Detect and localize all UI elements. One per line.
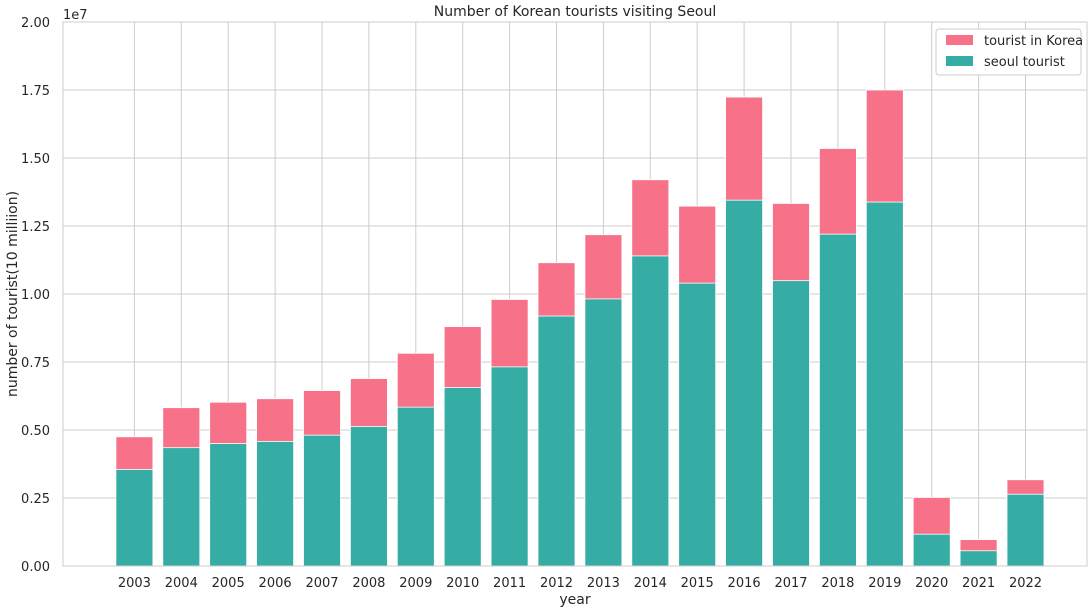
x-tick-label: 2013 xyxy=(587,576,620,591)
bar-seoul-tourist-2020 xyxy=(912,533,951,567)
bar-seoul-tourist-2013 xyxy=(584,298,623,567)
x-tick-label: 2008 xyxy=(352,576,385,591)
bars xyxy=(115,89,1045,567)
bar-seoul-tourist-2022 xyxy=(1006,493,1045,567)
x-tick-label: 2020 xyxy=(915,576,948,591)
bar-seoul-tourist-2011 xyxy=(490,366,529,567)
legend-swatch-tourist-in-korea xyxy=(946,35,973,45)
bar-seoul-tourist-2017 xyxy=(772,280,810,567)
bar-seoul-tourist-2018 xyxy=(819,233,857,567)
y-offset-label: 1e7 xyxy=(63,8,88,23)
y-tick-label: 1.50 xyxy=(21,152,50,167)
x-tick-label: 2010 xyxy=(446,576,479,591)
bar-seoul-tourist-2008 xyxy=(349,426,388,567)
legend-label-tourist-in-korea: tourist in Korea xyxy=(984,34,1083,49)
bar-seoul-tourist-2006 xyxy=(256,441,295,567)
y-tick-label: 1.00 xyxy=(21,288,50,303)
bar-seoul-tourist-2010 xyxy=(443,387,482,567)
y-tick-label: 0.50 xyxy=(21,424,50,439)
bar-seoul-tourist-2014 xyxy=(631,255,670,567)
y-tick-label: 2.00 xyxy=(21,16,50,31)
x-tick-label: 2018 xyxy=(821,576,854,591)
y-tick-label: 1.25 xyxy=(21,220,50,235)
y-tick-label: 0.25 xyxy=(21,492,50,507)
plot-frame xyxy=(62,21,1088,567)
bar-seoul-tourist-2012 xyxy=(537,315,576,567)
x-axis-label: year xyxy=(559,592,590,608)
y-tick-label: 0.00 xyxy=(21,560,50,575)
bar-seoul-tourist-2005 xyxy=(209,443,248,567)
x-tick-label: 2015 xyxy=(681,576,714,591)
bar-seoul-tourist-2009 xyxy=(396,406,435,567)
bar-seoul-tourist-2003 xyxy=(115,469,154,567)
bar-seoul-tourist-2004 xyxy=(162,447,201,567)
x-tick-label: 2019 xyxy=(868,576,901,591)
y-tick-label: 0.75 xyxy=(21,356,50,371)
bar-seoul-tourist-2019 xyxy=(865,201,904,567)
x-tick-label: 2021 xyxy=(962,576,995,591)
x-tick-label: 2009 xyxy=(399,576,432,591)
legend: tourist in Korea seoul tourist xyxy=(935,28,1083,76)
x-tick-label: 2022 xyxy=(1009,576,1042,591)
chart-title: Number of Korean tourists visiting Seoul xyxy=(434,4,717,20)
x-tick-label: 2016 xyxy=(728,576,761,591)
bar-seoul-tourist-2021 xyxy=(959,550,998,567)
x-tick-labels: 2003 2004 2005 2006 2007 2008 2009 2010 2011 2012… xyxy=(118,576,1042,591)
x-tick-label: 2003 xyxy=(118,576,151,591)
bar-seoul-tourist-2015 xyxy=(678,282,717,567)
legend-swatch-seoul-tourist xyxy=(946,56,973,66)
x-tick-label: 2017 xyxy=(774,576,807,591)
y-axis-label: number of tourist(10 milliion) xyxy=(5,191,21,397)
x-tick-label: 2005 xyxy=(212,576,245,591)
x-tick-label: 2014 xyxy=(634,576,667,591)
x-tick-label: 2006 xyxy=(259,576,292,591)
x-tick-label: 2012 xyxy=(540,576,573,591)
bar-seoul-tourist-2007 xyxy=(303,434,341,567)
bar-seoul-tourist-2016 xyxy=(725,199,763,567)
x-tick-label: 2004 xyxy=(165,576,198,591)
x-tick-label: 2011 xyxy=(493,576,526,591)
y-tick-labels: 0.00 0.25 0.50 0.75 1.00 1.25 1.50 1.75 2.00 xyxy=(21,16,50,575)
legend-label-seoul-tourist: seoul tourist xyxy=(984,55,1065,70)
y-tick-label: 1.75 xyxy=(21,84,50,99)
x-tick-label: 2007 xyxy=(305,576,338,591)
